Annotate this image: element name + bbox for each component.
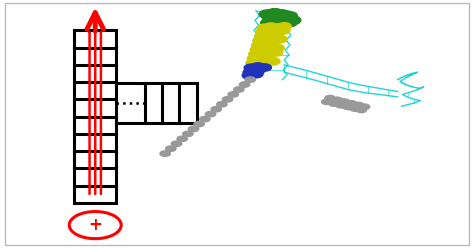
Circle shape: [257, 45, 271, 52]
Circle shape: [346, 101, 356, 106]
Circle shape: [262, 50, 276, 58]
Circle shape: [205, 111, 216, 117]
Circle shape: [261, 31, 275, 39]
Circle shape: [259, 10, 276, 19]
Circle shape: [268, 32, 282, 40]
Circle shape: [253, 58, 267, 65]
Circle shape: [252, 41, 266, 49]
Circle shape: [194, 121, 204, 127]
Circle shape: [250, 46, 264, 53]
Circle shape: [258, 40, 273, 48]
Circle shape: [239, 82, 250, 87]
Circle shape: [177, 136, 187, 142]
Circle shape: [273, 10, 291, 19]
Circle shape: [228, 92, 238, 97]
Circle shape: [273, 35, 287, 43]
Circle shape: [269, 28, 283, 35]
Circle shape: [265, 41, 279, 49]
Circle shape: [264, 23, 278, 30]
Circle shape: [281, 18, 298, 27]
Circle shape: [359, 104, 370, 109]
Circle shape: [256, 28, 270, 36]
Circle shape: [243, 68, 257, 76]
Circle shape: [257, 64, 272, 71]
Circle shape: [222, 97, 233, 102]
Circle shape: [356, 107, 366, 113]
Circle shape: [247, 55, 262, 62]
Circle shape: [211, 106, 221, 112]
Circle shape: [234, 87, 244, 92]
Circle shape: [284, 16, 301, 25]
Circle shape: [254, 54, 268, 61]
Text: +: +: [88, 216, 102, 234]
Circle shape: [263, 14, 280, 22]
Circle shape: [165, 146, 176, 151]
Circle shape: [250, 67, 264, 75]
Circle shape: [328, 101, 339, 106]
Circle shape: [261, 55, 275, 62]
Circle shape: [249, 50, 263, 58]
Circle shape: [245, 77, 255, 82]
Circle shape: [269, 49, 283, 56]
Circle shape: [200, 116, 210, 122]
Circle shape: [251, 63, 265, 70]
Circle shape: [260, 36, 274, 43]
Circle shape: [350, 106, 360, 111]
Circle shape: [255, 32, 269, 40]
Circle shape: [160, 151, 170, 156]
Circle shape: [182, 131, 193, 137]
Circle shape: [263, 27, 277, 34]
Circle shape: [266, 17, 283, 26]
Circle shape: [353, 102, 364, 108]
Circle shape: [321, 99, 332, 104]
Circle shape: [249, 70, 263, 78]
Circle shape: [188, 126, 199, 132]
Circle shape: [253, 37, 267, 44]
Circle shape: [266, 58, 280, 65]
Circle shape: [332, 97, 342, 102]
Circle shape: [339, 99, 349, 104]
Circle shape: [255, 49, 270, 57]
Circle shape: [277, 14, 294, 23]
Circle shape: [244, 64, 258, 71]
Circle shape: [171, 141, 182, 146]
Circle shape: [281, 12, 298, 20]
Circle shape: [246, 59, 260, 66]
Circle shape: [266, 9, 283, 17]
Circle shape: [261, 18, 278, 27]
Circle shape: [343, 104, 353, 110]
Circle shape: [336, 102, 346, 108]
Circle shape: [259, 59, 273, 66]
Circle shape: [271, 24, 285, 31]
Circle shape: [257, 24, 272, 31]
Circle shape: [266, 37, 281, 44]
Circle shape: [270, 44, 284, 52]
Circle shape: [217, 102, 227, 107]
Circle shape: [250, 67, 264, 75]
Circle shape: [273, 16, 291, 25]
Circle shape: [276, 27, 290, 34]
Circle shape: [325, 95, 335, 101]
Circle shape: [264, 46, 278, 53]
Circle shape: [242, 72, 256, 79]
Circle shape: [270, 12, 287, 21]
Circle shape: [277, 23, 292, 30]
